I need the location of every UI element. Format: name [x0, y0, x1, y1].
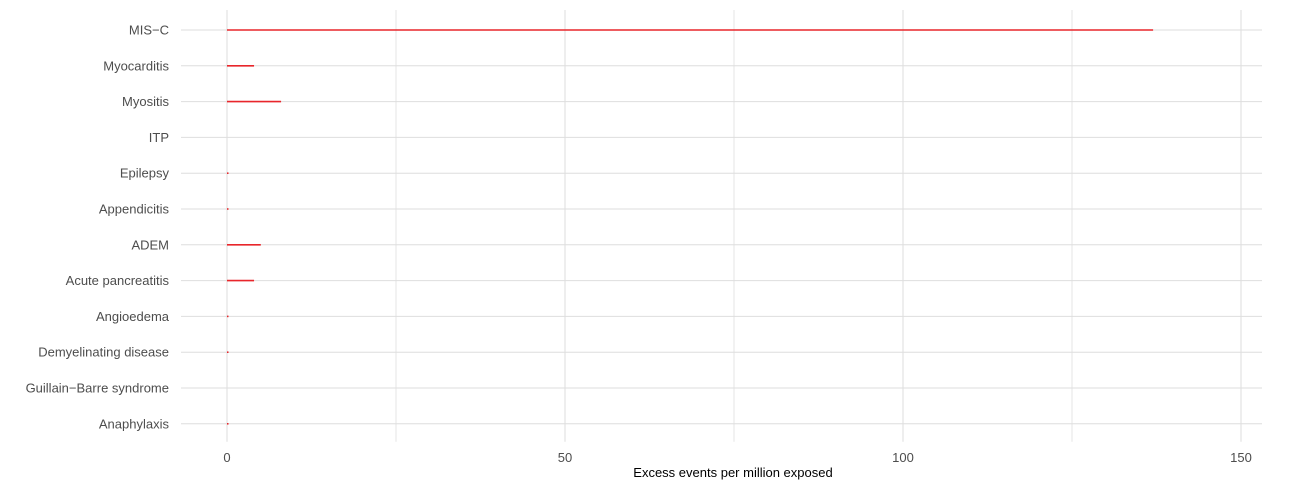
- y-tick-label: MIS−C: [129, 23, 169, 38]
- x-axis-tick-labels: 0 50 100 150: [223, 450, 1251, 465]
- y-tick-label: Guillain−Barre syndrome: [26, 381, 169, 396]
- y-tick-label: Angioedema: [96, 309, 170, 324]
- y-tick-label: Myositis: [122, 94, 169, 109]
- y-tick-label: Demyelinating disease: [38, 345, 169, 360]
- grid-lines: [181, 10, 1262, 442]
- x-tick-label: 50: [558, 450, 572, 465]
- y-tick-label: Acute pancreatitis: [66, 273, 170, 288]
- x-tick-label: 0: [223, 450, 230, 465]
- y-tick-label: Myocarditis: [103, 58, 169, 73]
- x-tick-label: 150: [1230, 450, 1252, 465]
- y-tick-label: ITP: [149, 130, 169, 145]
- x-axis-title: Excess events per million exposed: [633, 465, 832, 480]
- x-tick-label: 100: [892, 450, 914, 465]
- y-tick-label: Anaphylaxis: [99, 416, 170, 431]
- y-tick-label: Appendicitis: [99, 202, 170, 217]
- bars: [227, 29, 1154, 425]
- y-tick-label: Epilepsy: [120, 166, 170, 181]
- y-axis-tick-labels: MIS−C Myocarditis Myositis ITP Epilepsy Appen…: [26, 23, 170, 432]
- y-tick-label: ADEM: [131, 237, 169, 252]
